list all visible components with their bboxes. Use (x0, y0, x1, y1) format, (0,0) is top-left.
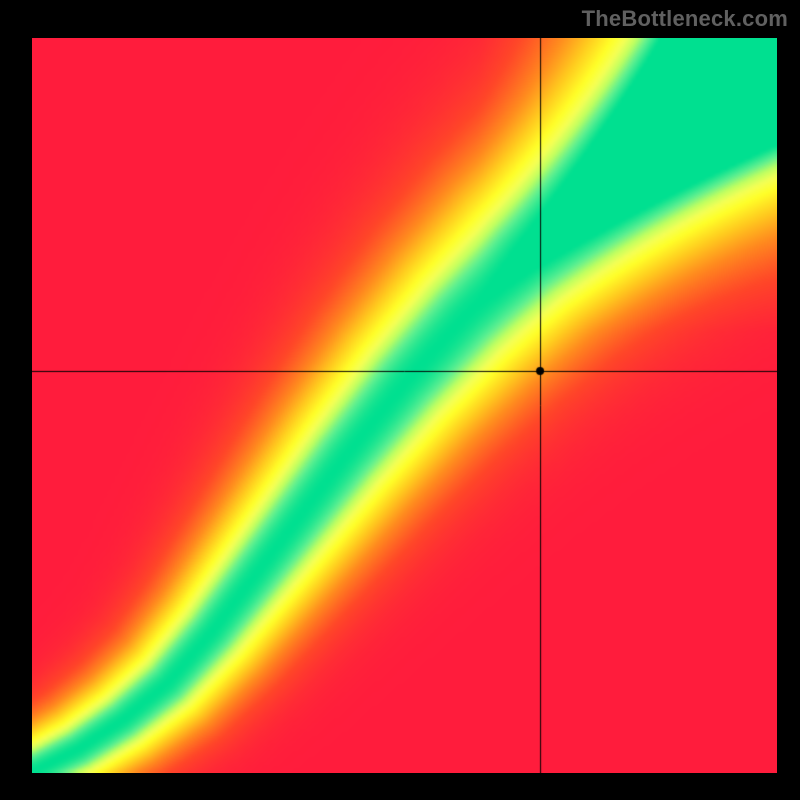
bottleneck-heatmap (32, 38, 777, 773)
watermark-text: TheBottleneck.com (582, 6, 788, 32)
heatmap-canvas (32, 38, 777, 773)
